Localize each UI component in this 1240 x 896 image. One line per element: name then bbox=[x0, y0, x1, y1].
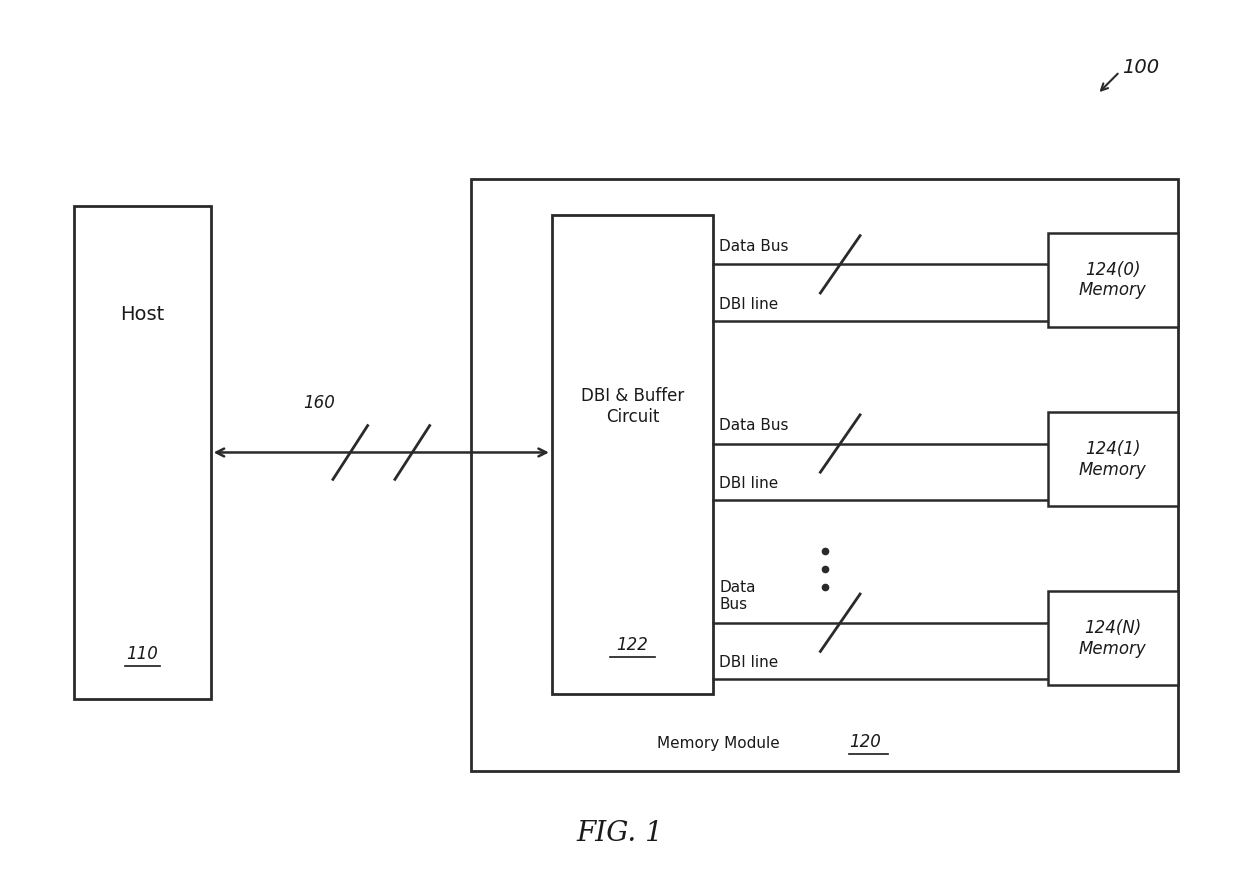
Bar bbox=[1048, 412, 1178, 506]
Bar bbox=[1048, 591, 1178, 685]
Bar bbox=[1048, 233, 1178, 327]
Text: Data Bus: Data Bus bbox=[719, 238, 789, 254]
Text: DBI line: DBI line bbox=[719, 297, 779, 312]
Text: 122: 122 bbox=[616, 636, 649, 654]
Text: 124(1)
Memory: 124(1) Memory bbox=[1079, 440, 1147, 478]
Text: FIG. 1: FIG. 1 bbox=[577, 820, 663, 847]
Text: Data
Bus: Data Bus bbox=[719, 580, 755, 612]
Text: 110: 110 bbox=[126, 645, 159, 663]
Bar bbox=[471, 179, 1178, 771]
Text: Memory Module: Memory Module bbox=[657, 736, 780, 751]
Text: DBI line: DBI line bbox=[719, 655, 779, 670]
Text: DBI & Buffer
Circuit: DBI & Buffer Circuit bbox=[580, 387, 684, 426]
Text: 100: 100 bbox=[1122, 58, 1159, 77]
Bar bbox=[552, 215, 713, 694]
Text: Host: Host bbox=[120, 305, 165, 324]
Text: 124(0)
Memory: 124(0) Memory bbox=[1079, 261, 1147, 299]
Text: 120: 120 bbox=[848, 733, 880, 751]
Bar bbox=[74, 206, 211, 699]
Text: Data Bus: Data Bus bbox=[719, 418, 789, 433]
Text: 160: 160 bbox=[304, 394, 335, 412]
Text: DBI line: DBI line bbox=[719, 476, 779, 491]
Text: 124(N)
Memory: 124(N) Memory bbox=[1079, 619, 1147, 658]
